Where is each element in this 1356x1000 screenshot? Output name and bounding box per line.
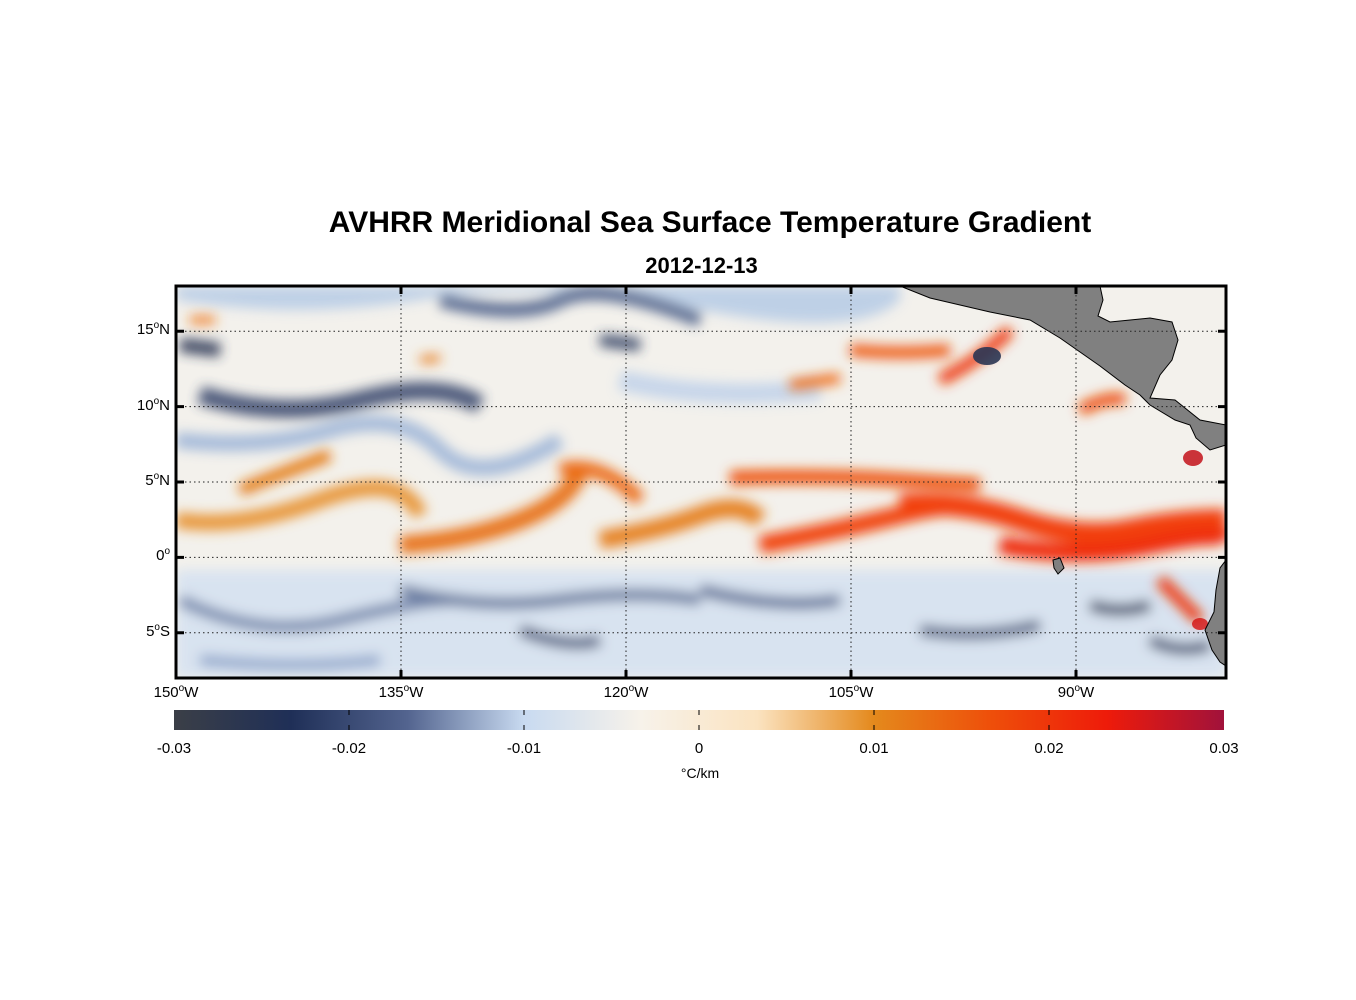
colorbar-tick-label: 0.01 xyxy=(859,740,889,757)
latitude-tick-label: 0o xyxy=(156,546,170,565)
map-title: AVHRR Meridional Sea Surface Temperature… xyxy=(328,206,1092,239)
latitude-tick-label: 5oN xyxy=(145,471,170,490)
colorbar-tick-label: 0 xyxy=(694,740,704,757)
colorbar-tick-label: 0.02 xyxy=(1034,740,1064,757)
colorbar-tick-label: -0.03 xyxy=(156,740,192,757)
longitude-tick-label: 105oW xyxy=(828,683,874,702)
latitude-tick-label: 10oN xyxy=(136,395,170,414)
south-america-land xyxy=(1204,559,1226,667)
colorbar-tick-label: 0.03 xyxy=(1209,740,1239,757)
colorbar-tick-label: -0.01 xyxy=(506,740,542,757)
gradient-field xyxy=(176,286,1226,678)
latitude-tick-label: 15oN xyxy=(136,320,170,339)
latitude-tick-label: 5oS xyxy=(146,621,170,640)
longitude-tick-label: 135oW xyxy=(378,683,424,702)
map-date-subtitle: 2012-12-13 xyxy=(645,253,758,278)
colorbar-unit-label: °C/km xyxy=(680,765,720,781)
galapagos-land xyxy=(1052,557,1065,575)
central-america-land xyxy=(899,286,1226,451)
longitude-tick-label: 90oW xyxy=(1057,683,1095,702)
colorbar-tick-label: -0.02 xyxy=(331,740,367,757)
longitude-tick-label: 150oW xyxy=(153,683,199,702)
longitude-tick-label: 120oW xyxy=(603,683,649,702)
colorbar xyxy=(174,710,1224,730)
